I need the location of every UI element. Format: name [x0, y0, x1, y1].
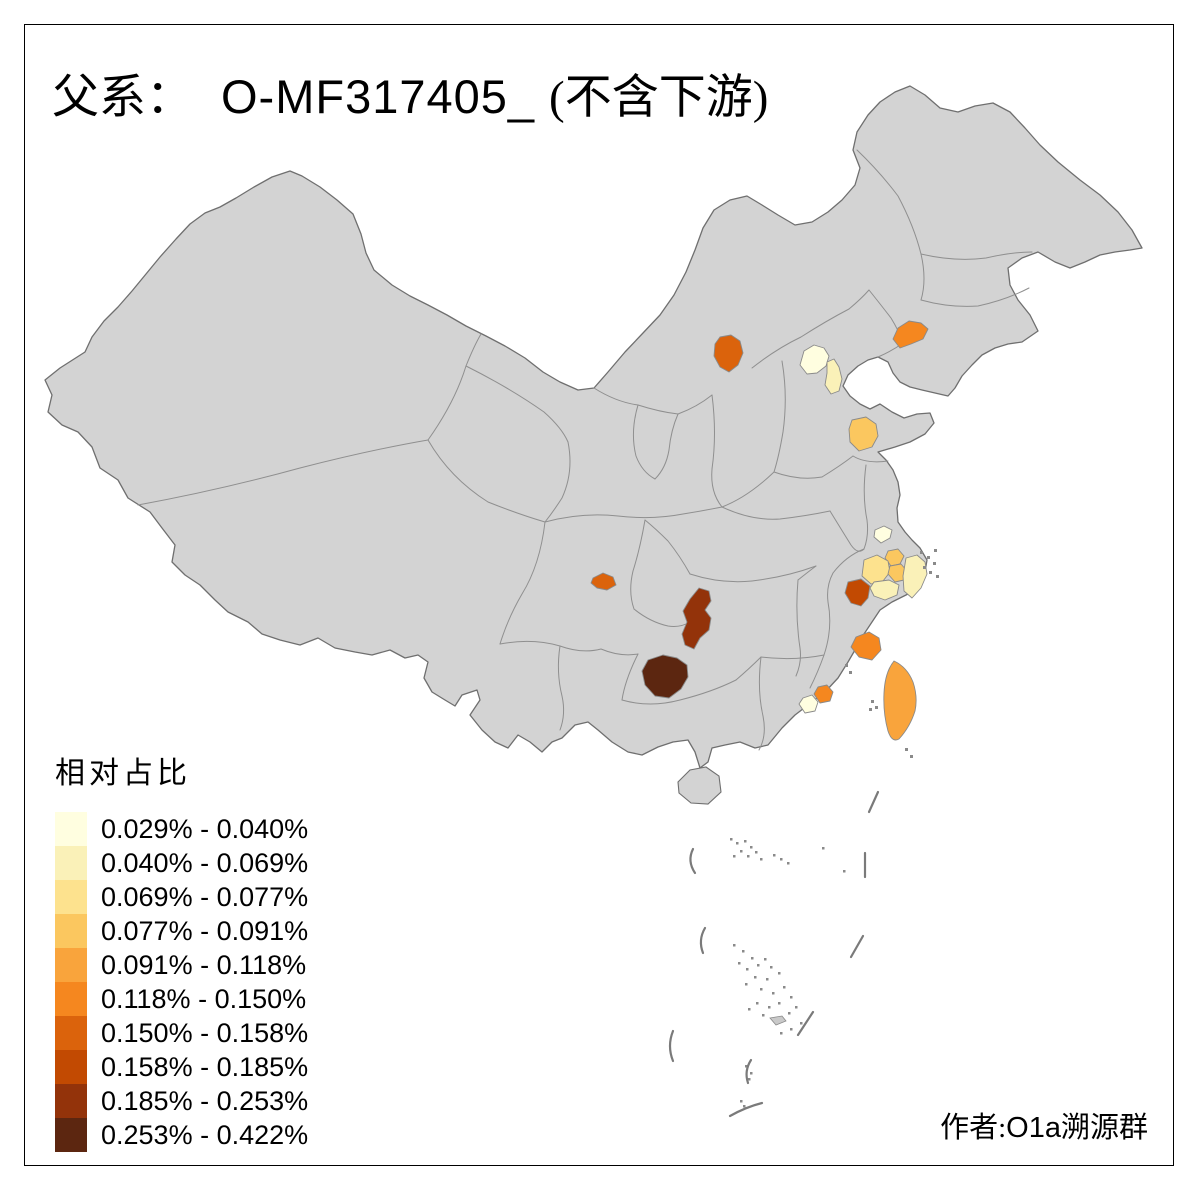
legend-color-swatch: [55, 948, 87, 982]
legend-row: 0.040% - 0.069%: [55, 846, 308, 880]
legend-rows: 0.029% - 0.040% 0.040% - 0.069% 0.069% -…: [55, 812, 308, 1152]
region-taiwan: [883, 660, 917, 741]
attribution-suffix: 溯源群: [1060, 1112, 1148, 1144]
mainland: [44, 85, 1143, 805]
legend-range-label: 0.185% - 0.253%: [101, 1085, 309, 1116]
legend-color-swatch: [55, 880, 87, 914]
region-fuzhou-prefecture: [850, 631, 882, 661]
region-west-liaoning-prefecture: [892, 320, 929, 349]
legend-range-label: 0.158% - 0.185%: [101, 1051, 309, 1082]
legend-range-label: 0.029% - 0.040%: [101, 813, 309, 844]
legend-range-label: 0.118% - 0.150%: [101, 983, 307, 1014]
legend-color-swatch: [55, 1118, 87, 1152]
legend-range-label: 0.150% - 0.158%: [101, 1017, 309, 1048]
legend-color-swatch: [55, 812, 87, 846]
legend-color-swatch: [55, 1084, 87, 1118]
legend-row: 0.029% - 0.040%: [55, 812, 308, 846]
title-prefix: 父系：: [52, 72, 193, 124]
region-south-sichuan-prefecture: [590, 572, 617, 591]
region-quzhou-prefecture: [844, 578, 871, 607]
attribution-prefix: 作者:: [940, 1112, 1007, 1144]
itu-aba-island: [769, 1015, 787, 1026]
colored-regions: [590, 320, 929, 741]
legend-row: 0.118% - 0.150%: [55, 982, 308, 1016]
legend-row: 0.091% - 0.118%: [55, 948, 308, 982]
title-suffix: (不含下游): [549, 72, 769, 124]
legend-color-swatch: [55, 846, 87, 880]
region-hangzhou-prefecture: [861, 554, 891, 585]
title-haplogroup-id: O-MF317405_: [221, 70, 536, 123]
legend-row: 0.077% - 0.091%: [55, 914, 308, 948]
region-tianjin: [824, 358, 843, 395]
region-beijing: [799, 344, 830, 375]
region-central-guizhou-prefecture: [641, 654, 689, 699]
attribution-latin: O1a: [1006, 1112, 1061, 1144]
region-central-shandong-prefecture: [848, 416, 879, 452]
legend-row: 0.185% - 0.253%: [55, 1084, 308, 1118]
legend-title: 相对占比: [55, 757, 191, 790]
province-borders: [137, 149, 1033, 751]
offshore-islands: [845, 549, 939, 758]
legend-range-label: 0.253% - 0.422%: [101, 1119, 309, 1150]
legend-range-label: 0.091% - 0.118%: [101, 949, 307, 980]
region-central-jiangsu-prefecture: [873, 525, 893, 544]
legend-color-swatch: [55, 1050, 87, 1084]
legend-color-swatch: [55, 914, 87, 948]
south-china-sea-islands: [730, 838, 846, 1108]
mainland-outline: [44, 85, 1143, 769]
legend-row: 0.253% - 0.422%: [55, 1118, 308, 1152]
legend: 相对占比 0.029% - 0.040% 0.040% - 0.069% 0.0…: [55, 748, 308, 1152]
region-inner-mongolia-prefecture: [713, 334, 744, 373]
legend-range-label: 0.040% - 0.069%: [101, 847, 309, 878]
legend-color-swatch: [55, 982, 87, 1016]
legend-color-swatch: [55, 1016, 87, 1050]
legend-row: 0.069% - 0.077%: [55, 880, 308, 914]
region-north-guizhou-prefecture: [681, 587, 712, 650]
nine-dash-line: [668, 790, 880, 1118]
attribution: 作者:O1a溯源群: [940, 1104, 1148, 1146]
region-east-guangdong-prefecture: [813, 684, 834, 704]
legend-range-label: 0.069% - 0.077%: [101, 881, 309, 912]
page-title: 父系： O-MF317405_ (不含下游): [52, 58, 768, 127]
region-coastal-east-guangdong-prefecture: [798, 694, 819, 714]
legend-row: 0.158% - 0.185%: [55, 1050, 308, 1084]
legend-row: 0.150% - 0.158%: [55, 1016, 308, 1050]
region-jinhua-prefecture: [869, 579, 900, 601]
hainan-island: [677, 766, 722, 805]
region-ningbo-coastal-prefecture: [902, 554, 928, 599]
legend-range-label: 0.077% - 0.091%: [101, 915, 309, 946]
